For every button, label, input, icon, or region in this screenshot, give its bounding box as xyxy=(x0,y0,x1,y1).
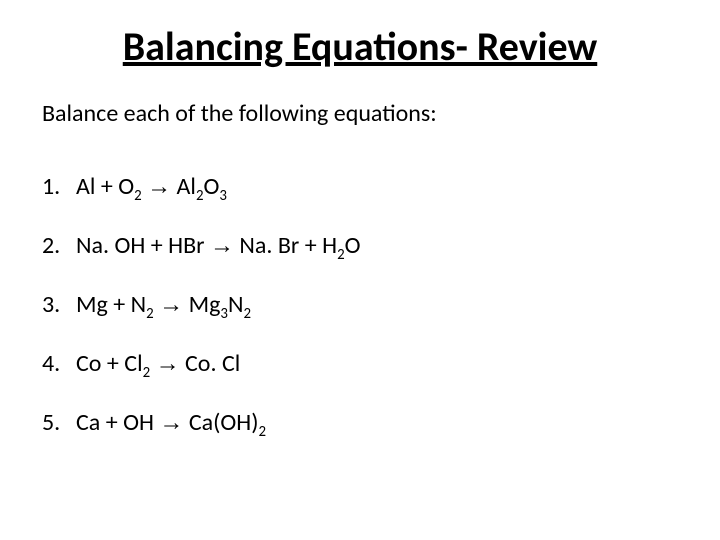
plus: + xyxy=(299,231,322,260)
subscript: 2 xyxy=(146,304,154,322)
arrow-icon: → xyxy=(147,173,171,200)
term: Co. Cl xyxy=(185,349,240,378)
term: O xyxy=(345,231,361,260)
equation-item: 2. Na. OH + HBr → Na. Br + H2O xyxy=(42,231,678,260)
term: Na. Br xyxy=(239,231,299,260)
subscript: 3 xyxy=(220,304,228,322)
equation-body: Co + Cl2 → Co. Cl xyxy=(76,349,240,378)
term: N xyxy=(131,290,147,319)
subscript: 2 xyxy=(143,363,151,381)
term: O xyxy=(203,172,219,201)
arrow-icon: → xyxy=(159,409,183,436)
instructions-text: Balance each of the following equations: xyxy=(42,99,678,128)
term: Mg xyxy=(76,290,108,319)
term: Ca(OH) xyxy=(189,408,259,437)
term: Cl xyxy=(124,349,142,378)
equation-item: 5. Ca + OH → Ca(OH)2 xyxy=(42,408,678,437)
subscript: 2 xyxy=(243,304,251,322)
arrow-icon: → xyxy=(159,291,183,318)
term: Al xyxy=(177,172,196,201)
plus: + xyxy=(108,290,131,319)
term: Ca xyxy=(76,408,100,437)
subscript: 3 xyxy=(219,186,227,204)
term: OH xyxy=(123,408,154,437)
equation-item: 1. Al + O2 → Al2O3 xyxy=(42,172,678,201)
term: N xyxy=(228,290,244,319)
plus: + xyxy=(100,408,123,437)
subscript: 2 xyxy=(259,422,267,440)
item-number: 1. xyxy=(42,172,76,201)
equation-body: Na. OH + HBr → Na. Br + H2O xyxy=(76,231,361,260)
subscript: 2 xyxy=(337,245,345,263)
term: H xyxy=(322,231,337,260)
plus: + xyxy=(95,172,118,201)
arrow-icon: → xyxy=(210,232,234,259)
equation-list: 1. Al + O2 → Al2O3 2. Na. OH + HBr → Na.… xyxy=(42,172,678,437)
plus: + xyxy=(101,349,124,378)
subscript: 2 xyxy=(134,186,142,204)
equation-body: Ca + OH → Ca(OH)2 xyxy=(76,408,266,437)
equation-item: 3. Mg + N2 → Mg3N2 xyxy=(42,290,678,319)
item-number: 3. xyxy=(42,290,76,319)
term: Co xyxy=(76,349,101,378)
equation-body: Al + O2 → Al2O3 xyxy=(76,172,227,201)
equation-item: 4. Co + Cl2 → Co. Cl xyxy=(42,349,678,378)
term: Na. OH xyxy=(76,231,145,260)
worksheet-page: Balancing Equations- Review Balance each… xyxy=(0,0,720,540)
arrow-icon: → xyxy=(156,350,180,377)
item-number: 2. xyxy=(42,231,76,260)
item-number: 4. xyxy=(42,349,76,378)
equation-body: Mg + N2 → Mg3N2 xyxy=(76,290,251,319)
page-title: Balancing Equations- Review xyxy=(42,22,678,71)
plus: + xyxy=(145,231,168,260)
term: HBr xyxy=(168,231,204,260)
item-number: 5. xyxy=(42,408,76,437)
term: O xyxy=(118,172,134,201)
term: Al xyxy=(76,172,95,201)
term: Mg xyxy=(189,290,221,319)
